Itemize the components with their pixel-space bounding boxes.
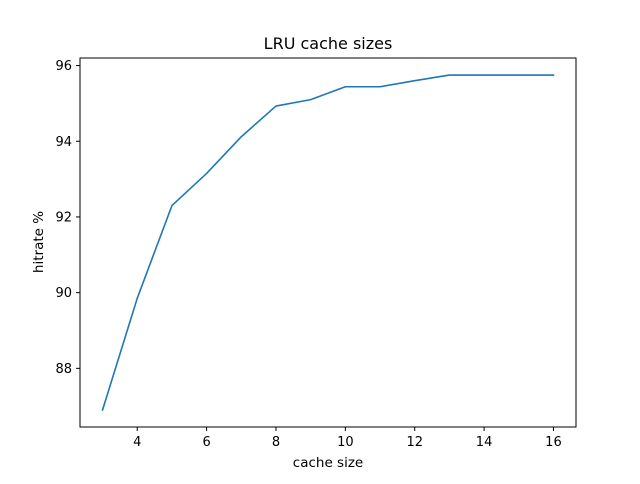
y-tick-label: 88 bbox=[55, 362, 72, 377]
x-tick-label: 14 bbox=[476, 435, 493, 450]
y-axis-label: hitrate % bbox=[31, 211, 47, 273]
y-tick-label: 90 bbox=[55, 286, 72, 301]
plot-area: 4 6 8 10 12 14 16 88 90 92 94 96 bbox=[55, 57, 577, 450]
series-line-0 bbox=[101, 74, 555, 411]
x-axis-label: cache size bbox=[293, 455, 363, 471]
x-tick-label: 10 bbox=[337, 435, 354, 450]
x-tick-label: 12 bbox=[406, 435, 423, 450]
x-tick-label: 16 bbox=[545, 435, 562, 450]
x-tick-label: 4 bbox=[133, 435, 141, 450]
y-tick-label: 96 bbox=[55, 59, 72, 74]
chart-title: LRU cache sizes bbox=[264, 34, 393, 53]
x-tick-label: 6 bbox=[202, 435, 210, 450]
y-tick-label: 94 bbox=[55, 135, 72, 150]
axes-frame bbox=[79, 57, 577, 428]
x-tick-label: 8 bbox=[272, 435, 280, 450]
y-tick-label: 92 bbox=[55, 210, 72, 225]
